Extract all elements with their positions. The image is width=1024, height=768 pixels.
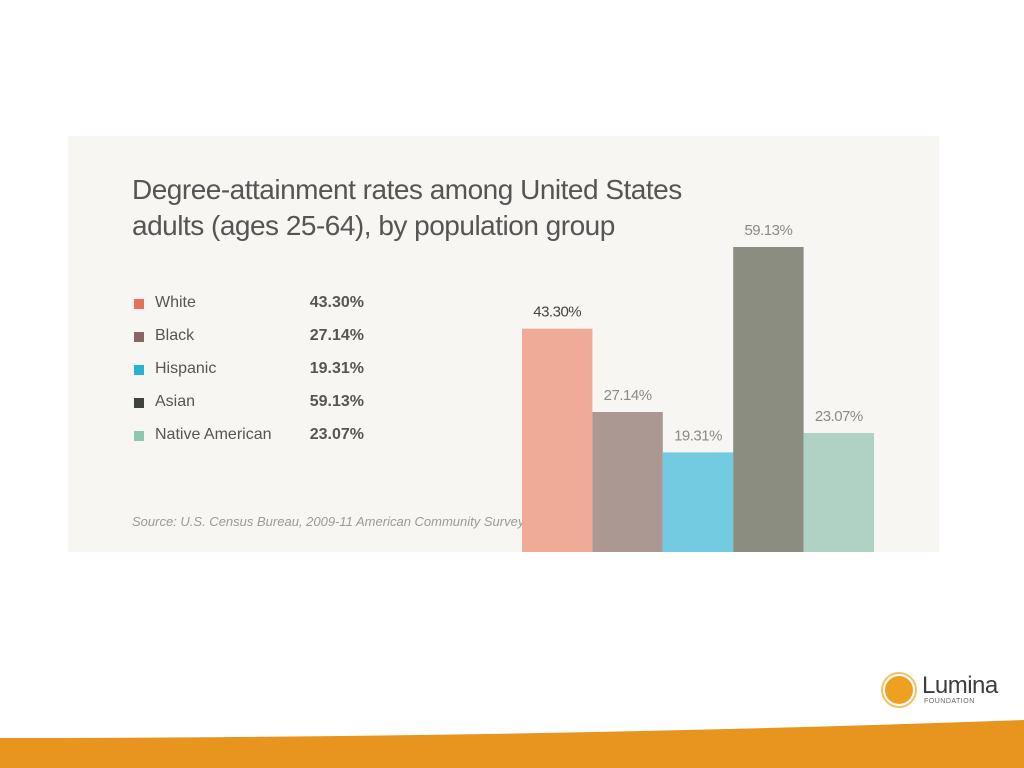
legend-value: 43.30% xyxy=(309,294,364,311)
legend-entry: Asian 59.13% xyxy=(134,393,364,426)
chart-title: Degree-attainment rates among United Sta… xyxy=(132,174,682,241)
legend-swatch xyxy=(134,299,144,309)
data-label: 27.14% xyxy=(604,387,652,404)
source-note: Source: U.S. Census Bureau, 2009-11 Amer… xyxy=(132,514,591,529)
lumina-logo: Lumina FOUNDATION xyxy=(880,668,1000,712)
legend-label: Black xyxy=(155,327,195,344)
data-label: 43.30% xyxy=(533,304,581,321)
bar-black xyxy=(592,412,663,552)
bar-native-american xyxy=(803,433,874,552)
legend-label: Hispanic xyxy=(155,360,217,377)
legend-entry: Hispanic 19.31% xyxy=(134,360,364,393)
data-label: 19.31% xyxy=(674,427,722,444)
legend-entry: Black 27.14% xyxy=(134,327,364,360)
legend-label: White xyxy=(155,294,196,311)
legend-value: 23.07% xyxy=(309,426,364,443)
data-label: 23.07% xyxy=(815,408,863,425)
bar-asian xyxy=(733,247,804,552)
legend-label: Asian xyxy=(155,393,196,410)
legend-value: 19.31% xyxy=(309,360,364,377)
bar-chart: 43.30% 27.14% 19.31% 59.13% 23.07% xyxy=(522,222,874,552)
legend-label: Native American xyxy=(155,426,272,443)
data-label: 59.13% xyxy=(744,222,792,239)
legend-entry: Native American 23.07% xyxy=(134,426,364,459)
legend-swatch xyxy=(134,431,144,441)
legend-value: 27.14% xyxy=(309,327,364,344)
chart-panel: Degree-attainment rates among United Sta… xyxy=(68,136,939,552)
lumina-sun-icon xyxy=(881,672,917,708)
legend-value: 59.13% xyxy=(309,393,364,410)
footer-band xyxy=(0,720,1024,768)
legend-swatch xyxy=(134,398,144,408)
logo-name: Lumina xyxy=(922,672,998,699)
bar-hispanic xyxy=(662,452,734,552)
legend: White 43.30% Black 27.14% Hispanic 19.31% Asia… xyxy=(134,294,364,459)
legend-swatch xyxy=(134,332,144,342)
bar-white xyxy=(522,328,593,552)
legend-swatch xyxy=(134,365,144,375)
legend-entry: White 43.30% xyxy=(134,294,364,327)
logo-subtitle: FOUNDATION xyxy=(924,698,975,705)
